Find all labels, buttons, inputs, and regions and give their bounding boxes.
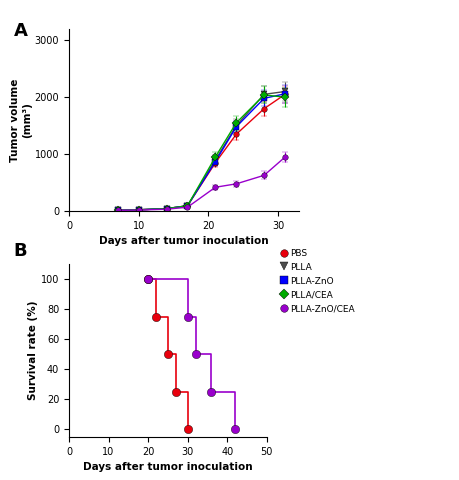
X-axis label: Days after tumor inoculation: Days after tumor inoculation [83, 462, 252, 472]
Text: A: A [14, 22, 28, 40]
Y-axis label: Tumor volume
(mm³): Tumor volume (mm³) [10, 78, 32, 162]
Text: B: B [14, 242, 28, 260]
Y-axis label: Survival rate (%): Survival rate (%) [28, 300, 38, 400]
Legend: PBS, PLLA, PLLA-ZnO, PLLA/CEA, PLLA-ZnO/CEA: PBS, PLLA, PLLA-ZnO, PLLA/CEA, PLLA-ZnO/… [280, 248, 355, 314]
X-axis label: Days after tumor inoculation: Days after tumor inoculation [99, 237, 268, 246]
